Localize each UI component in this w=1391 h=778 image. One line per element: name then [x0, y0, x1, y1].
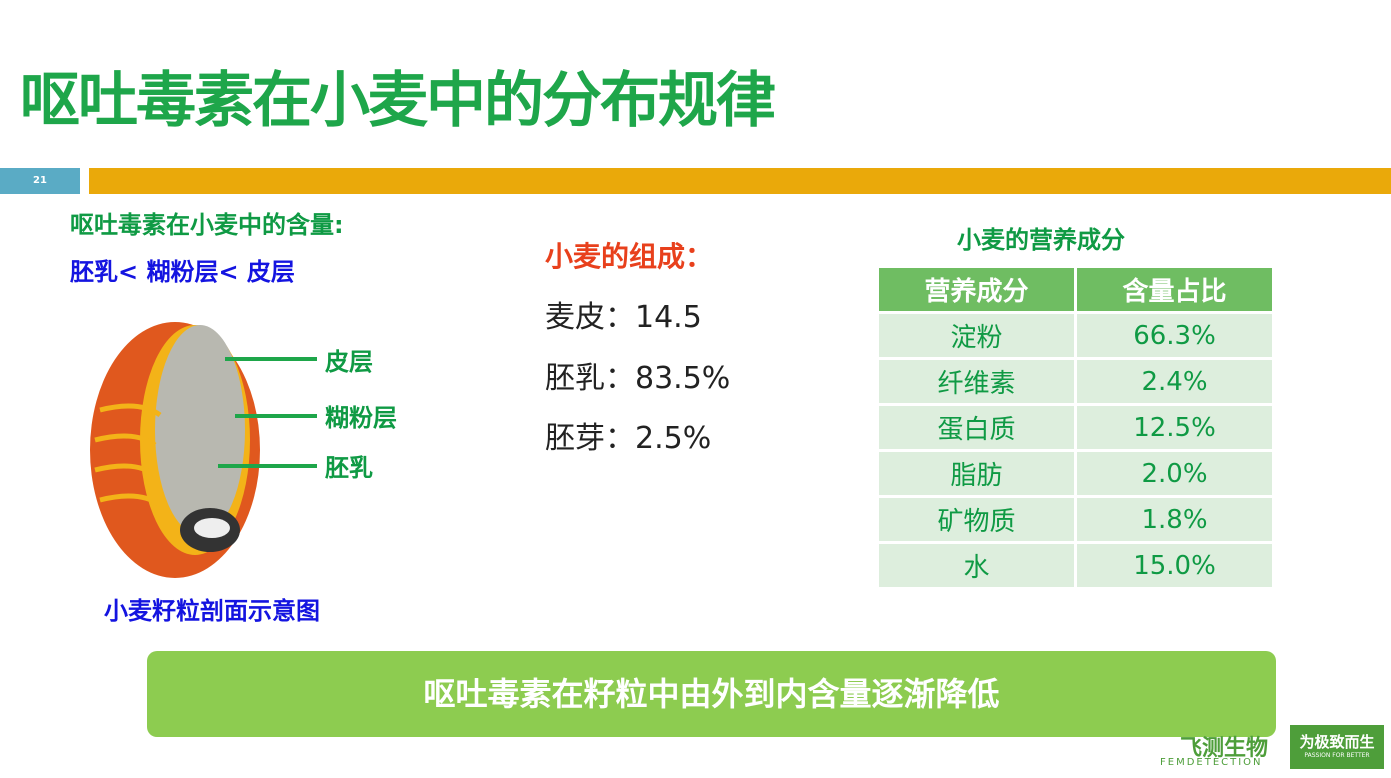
logo-name: 飞测生物 [1180, 736, 1269, 761]
nutrition-table: 营养成分 含量占比 淀粉 66.3% 纤维素 2.4% 蛋白质 12.5% 脂肪 2.0%… [876, 265, 1275, 590]
table-header: 营养成分 含量占比 [879, 268, 1272, 311]
table-row: 蛋白质 12.5% [879, 406, 1272, 449]
table-row: 矿物质 1.8% [879, 498, 1272, 541]
nutrient-name: 矿物质 [879, 498, 1074, 541]
nutrient-name: 脂肪 [879, 452, 1074, 495]
nutrient-value: 66.3% [1077, 314, 1272, 357]
logo-slogan-en: PASSION FOR BETTER [1304, 752, 1370, 759]
nutrition-heading: 小麦的营养成分 [957, 226, 1125, 254]
nutrient-value: 2.0% [1077, 452, 1272, 495]
nutrient-value: 15.0% [1077, 544, 1272, 587]
page-number: 21 [0, 168, 80, 194]
arrow-icon [235, 414, 317, 418]
logo-slogan: 为极致而生 [1299, 733, 1375, 751]
accent-bar [89, 168, 1391, 194]
slide-title: 呕吐毒素在小麦中的分布规律 [20, 66, 776, 136]
arrow-icon [225, 357, 317, 361]
label-pericarp: 皮层 [325, 348, 373, 376]
logo-slogan-badge: 为极致而生 PASSION FOR BETTER [1290, 725, 1384, 769]
table-row: 纤维素 2.4% [879, 360, 1272, 403]
nutrient-name: 淀粉 [879, 314, 1074, 357]
column-header: 营养成分 [879, 268, 1074, 311]
composition-item: 麦皮：14.5 [545, 300, 702, 335]
composition-item: 胚芽：2.5% [545, 421, 712, 456]
table-row: 淀粉 66.3% [879, 314, 1272, 357]
composition-heading: 小麦的组成： [545, 240, 714, 273]
nutrient-value: 2.4% [1077, 360, 1272, 403]
conclusion-banner: 呕吐毒素在籽粒中由外到内含量逐渐降低 [147, 651, 1276, 737]
table-row: 水 15.0% [879, 544, 1272, 587]
nutrient-name: 纤维素 [879, 360, 1074, 403]
composition-item: 胚乳：83.5% [545, 361, 731, 396]
nutrient-name: 蛋白质 [879, 406, 1074, 449]
content-order: 胚乳< 糊粉层< 皮层 [70, 258, 295, 286]
diagram-caption: 小麦籽粒剖面示意图 [104, 597, 320, 625]
logo-en: FEMDETECTION [1160, 757, 1263, 768]
nutrient-value: 12.5% [1077, 406, 1272, 449]
table-row: 脂肪 2.0% [879, 452, 1272, 495]
nutrient-name: 水 [879, 544, 1074, 587]
arrow-icon [218, 464, 317, 468]
nutrient-value: 1.8% [1077, 498, 1272, 541]
wheat-grain-diagram [80, 300, 270, 580]
content-heading: 呕吐毒素在小麦中的含量: [70, 211, 344, 239]
label-aleurone: 糊粉层 [325, 404, 397, 432]
label-endosperm: 胚乳 [325, 454, 373, 482]
column-header: 含量占比 [1077, 268, 1272, 311]
